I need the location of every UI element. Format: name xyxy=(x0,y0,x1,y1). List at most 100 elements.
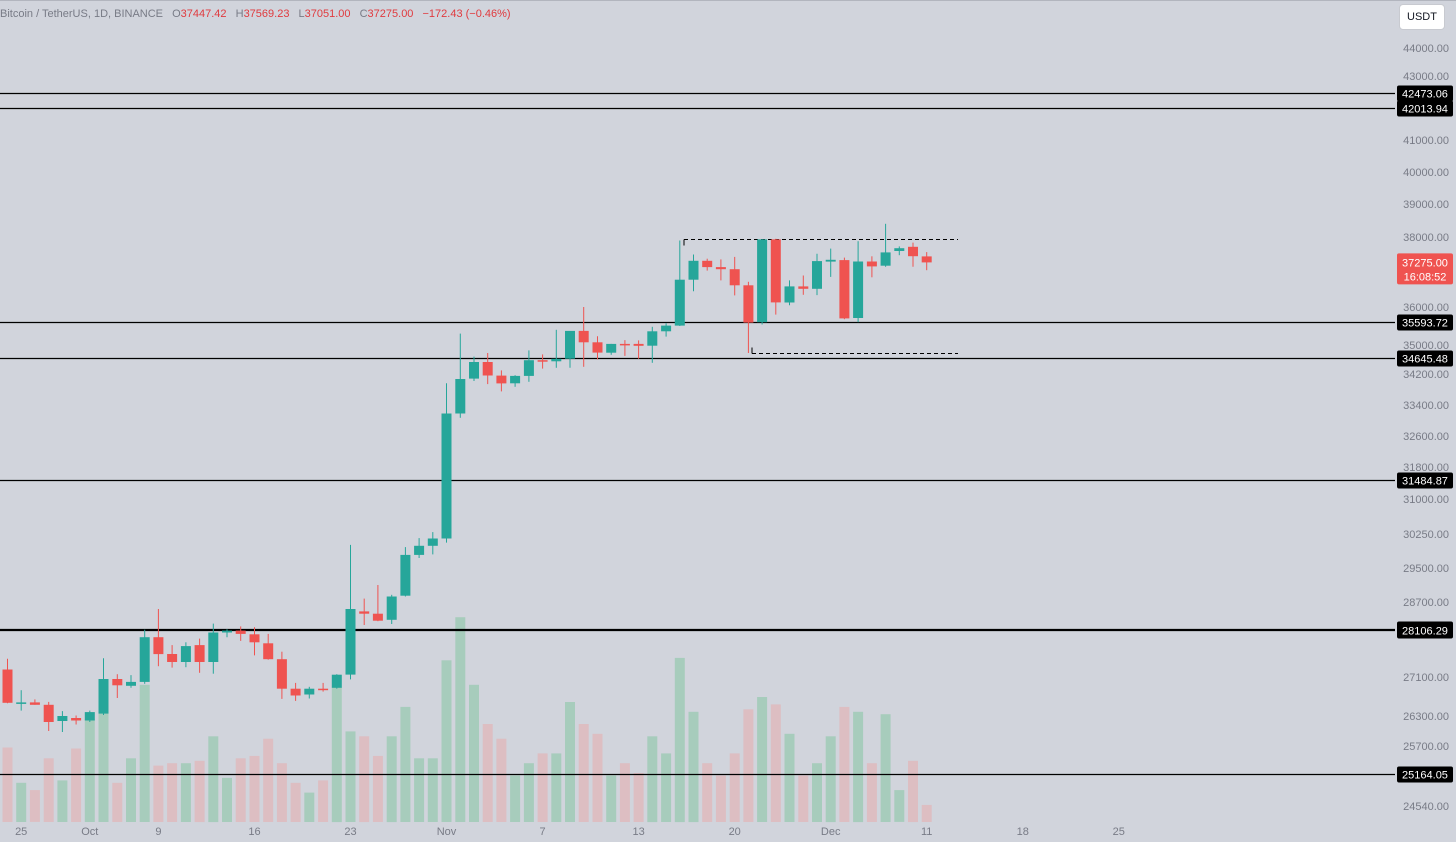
candle-body xyxy=(743,285,754,323)
candle-body xyxy=(126,681,136,686)
candle-body xyxy=(263,643,274,660)
candle-body xyxy=(180,646,191,662)
candle-body xyxy=(345,609,356,675)
x-axis-tick-label: Nov xyxy=(437,826,457,837)
candle-body xyxy=(455,379,466,414)
candle-body xyxy=(510,375,521,384)
volume-bar xyxy=(427,758,438,822)
candle-body xyxy=(386,596,397,620)
candle-body xyxy=(139,637,150,682)
x-axis-tick-label: 25 xyxy=(1113,826,1125,837)
volume-bar xyxy=(908,760,918,823)
volume-bar xyxy=(29,790,40,822)
candle-body xyxy=(661,325,672,332)
candle-body xyxy=(551,358,562,362)
level-price-badge xyxy=(1397,472,1453,489)
y-axis-tick-label: 31000.00 xyxy=(1403,494,1449,506)
candle-body xyxy=(331,674,342,688)
volume-bar xyxy=(619,763,630,822)
level-price-badge xyxy=(1397,350,1453,367)
x-axis-tick-label: 25 xyxy=(15,826,27,837)
volume-bar xyxy=(263,738,274,822)
candle-body xyxy=(222,630,232,633)
volume-bar xyxy=(565,702,575,822)
currency-button[interactable]: USDT xyxy=(1399,4,1445,30)
volume-bar xyxy=(318,780,329,822)
close-label: C xyxy=(359,8,368,20)
y-axis-tick-label: 41000.00 xyxy=(1403,135,1449,147)
high-label: H xyxy=(235,8,244,20)
y-axis-tick-label: 24540.00 xyxy=(1403,801,1449,813)
volume-bar xyxy=(386,736,397,823)
change-value: −172.43 (−0.46%) xyxy=(422,8,511,20)
volume-bar xyxy=(880,714,891,822)
y-axis-tick-label: 38000.00 xyxy=(1403,232,1449,244)
y-axis-tick-label: 29500.00 xyxy=(1403,563,1449,575)
volume-bar xyxy=(84,719,95,822)
y-axis-tick-label: 26300.00 xyxy=(1403,711,1449,723)
volume-bar xyxy=(331,687,342,823)
candle-body xyxy=(208,632,219,662)
volume-bar xyxy=(921,804,932,822)
level-price-label: 34645.48 xyxy=(1402,354,1448,366)
candle-body xyxy=(16,702,27,704)
symbol-legend: Bitcoin / TetherUS, 1D, BINANCE O37447.4… xyxy=(0,8,511,20)
candle-body xyxy=(757,239,768,323)
volume-bar xyxy=(208,736,219,823)
volume-bar xyxy=(578,724,589,822)
level-price-badge xyxy=(1397,100,1453,117)
volume-bar xyxy=(674,657,685,823)
candle-body xyxy=(674,279,685,326)
candle-body xyxy=(194,645,205,662)
volume-bar xyxy=(798,775,809,822)
candle-body xyxy=(276,659,287,689)
volume-bar xyxy=(757,697,768,822)
volume-bar xyxy=(43,758,54,822)
candle-body xyxy=(812,261,822,289)
level-price-label: 42013.94 xyxy=(1402,104,1448,116)
candle-body xyxy=(866,261,877,267)
y-axis-tick-label: 25700.00 xyxy=(1403,741,1449,753)
volume-bar xyxy=(345,731,356,822)
volume-bar xyxy=(551,753,562,822)
x-axis-tick-label: 7 xyxy=(540,826,546,837)
volume-bar xyxy=(126,758,136,822)
candle-body xyxy=(633,343,644,346)
candle-body xyxy=(702,260,713,268)
x-axis-tick-label: 13 xyxy=(632,826,644,837)
candle-body xyxy=(688,260,699,280)
y-axis-tick-label: 39000.00 xyxy=(1403,199,1449,211)
candle-body xyxy=(729,269,740,286)
candle-body xyxy=(565,330,575,359)
candle-body xyxy=(880,252,891,266)
last-price-label: 37275.00 xyxy=(1402,257,1448,269)
volume-bar xyxy=(688,711,699,823)
y-axis-tick-label: 34200.00 xyxy=(1403,369,1449,381)
volume-bar xyxy=(372,755,383,822)
candle-body xyxy=(235,630,246,634)
volume-bar xyxy=(304,792,315,822)
volume-bar xyxy=(715,775,726,822)
volume-bar xyxy=(661,753,672,822)
volume-bar xyxy=(784,733,795,822)
level-price-label: 35593.72 xyxy=(1402,318,1448,330)
y-axis-tick-label: 43000.00 xyxy=(1403,71,1449,83)
volume-bar xyxy=(606,775,617,822)
candle-body xyxy=(592,342,603,353)
volume-bar xyxy=(222,777,232,822)
volume-bar xyxy=(57,780,68,822)
candle-body xyxy=(839,260,850,319)
candle-body xyxy=(482,362,493,376)
volume-bar xyxy=(2,747,13,822)
volume-bar xyxy=(496,738,507,822)
candle-body xyxy=(304,688,315,695)
candle-body xyxy=(908,246,918,257)
candle-body xyxy=(647,331,658,346)
candle-body xyxy=(427,538,438,546)
volume-bar xyxy=(400,706,411,822)
volume-bar xyxy=(98,699,109,822)
y-axis-tick-label: 32600.00 xyxy=(1403,431,1449,443)
